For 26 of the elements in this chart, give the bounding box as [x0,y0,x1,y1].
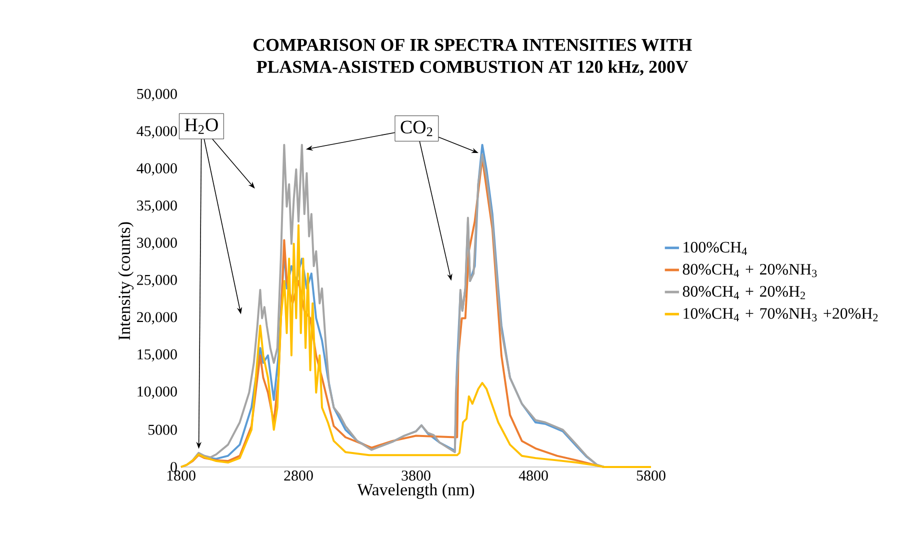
y-tick-label: 0 [170,462,177,472]
y-tick-label: 50,000 [137,88,177,102]
y-tick-label: 5000 [148,424,177,435]
annotation: H$_{2}$O [184,118,218,134]
legend-label: 80%CH$_{4}$ + 20%NH$_{3}$ [682,264,817,278]
legend-label: 100%CH$_{4}$ [684,242,747,256]
chart-title: COMPARISON OF IR SPECTRA INTENSITIES WITH PLASMA-ASISTED COMBUSTION AT 120 kHz, 200V [253,38,692,76]
x-tick-label: 1800 [167,470,196,481]
x-tick-label: 3800 [402,470,430,481]
y-axis-title: Intensity (counts) [118,222,134,340]
x-tick-label: 4800 [518,470,548,481]
y-tick-label: 10,000 [138,386,177,399]
legend-label: 80%CH$_{4}$ + 20%H$_{2}$ [682,286,806,300]
y-tick-label: 30,000 [137,238,177,250]
legend-label: 10%CH$_{4}$ + 70%NH$_{3}$ +20%H$_{2}$ [684,308,878,322]
y-tick-label: 40,000 [136,163,177,176]
x-tick-label: 5800 [636,470,666,481]
line-series [180,224,652,468]
y-tick-label: 25,000 [137,274,177,288]
y-tick-label: 15,000 [138,349,177,362]
x-axis-title: Wavelength (nm) [357,483,474,499]
y-tick-label: 45,000 [136,126,177,138]
annotation: CO$_{2}$ [400,120,432,136]
y-tick-label: 35,000 [137,200,177,213]
x-tick-label: 2800 [284,470,313,481]
y-tick-label: 20,000 [137,312,177,324]
